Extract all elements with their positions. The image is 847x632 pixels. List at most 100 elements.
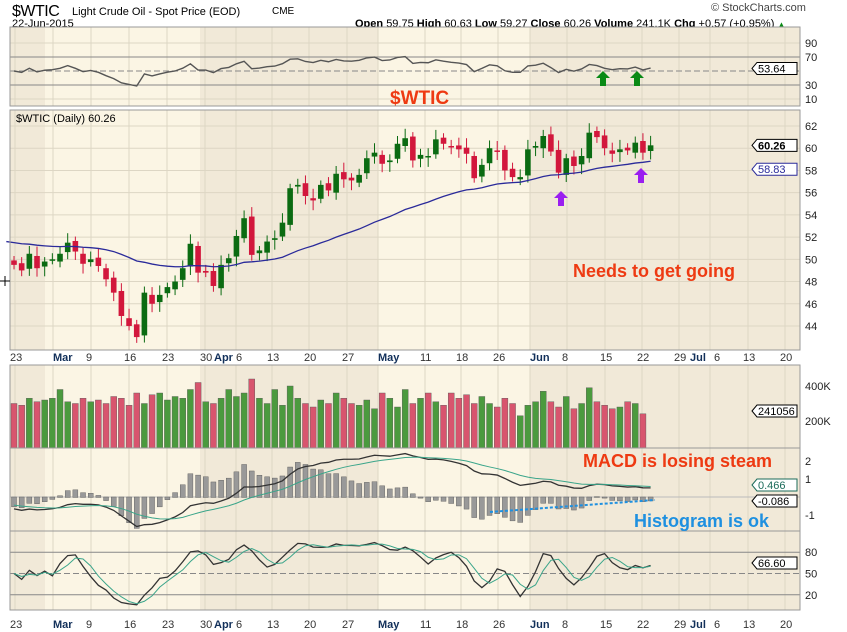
volume-bar — [194, 382, 202, 449]
volume-bar — [355, 405, 363, 449]
candle-body — [248, 216, 255, 255]
macd-histogram-bar — [180, 484, 186, 498]
candle-body — [34, 255, 40, 269]
price-panel-border — [9, 109, 801, 351]
x-axis-label: Apr — [214, 619, 234, 631]
rsi-shade — [200, 27, 378, 106]
stoch-shade — [200, 531, 378, 610]
volume-bar — [371, 408, 378, 449]
rsi-value-tag: 53.64 — [758, 63, 786, 75]
candle-body — [425, 155, 431, 158]
rsi-tick-label: 90 — [805, 38, 817, 50]
x-axis-label: 6 — [714, 352, 720, 364]
candle-body — [548, 134, 554, 152]
volume-bar — [332, 392, 340, 449]
volume-bar — [570, 408, 578, 449]
volume-bar — [593, 401, 601, 449]
volume-bar — [340, 398, 348, 449]
stoch-d-line — [13, 543, 651, 605]
candle-body — [287, 188, 293, 225]
candle-body — [64, 242, 71, 253]
macd-histogram-bar — [264, 476, 270, 498]
macd-histogram-bar — [425, 496, 431, 502]
macd-tick-label: 2 — [805, 456, 811, 468]
volume-bar — [555, 406, 562, 449]
x-axis-label: 26 — [493, 619, 505, 631]
rsi-line — [13, 55, 651, 87]
stockcharts-brand[interactable]: © StockCharts.com — [711, 2, 806, 14]
x-axis-label: Jul — [690, 619, 706, 631]
macd-histogram-bar — [287, 466, 293, 498]
stoch-tick-label: 50 — [805, 569, 817, 581]
candle-body — [118, 290, 125, 316]
x-axis-label: 23 — [10, 352, 22, 364]
macd-histogram-bar — [18, 496, 25, 509]
macd-histogram-bar — [218, 480, 224, 498]
x-axis-label: 6 — [714, 619, 720, 631]
ma-line — [6, 160, 651, 268]
volume-bar — [56, 389, 64, 449]
macd-histogram-bar — [64, 490, 71, 498]
volume-bar — [164, 399, 171, 449]
x-axis-label: 23 — [162, 352, 174, 364]
macd-histogram-bar — [195, 474, 201, 498]
candle-body — [233, 235, 240, 257]
x-axis-label: 9 — [86, 352, 92, 364]
volume-bar — [217, 398, 225, 449]
candle-body — [417, 154, 424, 159]
macd-histogram-bar — [318, 469, 324, 498]
macd-tick-label: -1 — [805, 510, 815, 522]
macd-histogram-bar — [371, 481, 378, 498]
candle-body — [310, 198, 316, 201]
x-axis-label: 13 — [743, 619, 755, 631]
price-tick-label: 52 — [805, 232, 817, 244]
price-panel-label: $WTIC (Daily) 60.26 — [16, 113, 116, 125]
candle-body — [356, 174, 362, 183]
candle-body — [402, 138, 408, 146]
volume-tick-label: 400K — [805, 381, 831, 393]
volume-bar — [440, 405, 447, 449]
candle-body — [494, 150, 501, 152]
macd-histogram-bar — [95, 495, 102, 498]
up-arrow-icon: ▲ — [777, 20, 786, 29]
last-price-tag-box — [751, 138, 798, 152]
x-axis-label: 15 — [600, 619, 612, 631]
stoch-tick-label: 80 — [805, 547, 817, 559]
macd-value-tag: 0.466 — [758, 480, 786, 492]
x-axis-label: Jun — [530, 352, 550, 364]
volume-bar — [447, 392, 455, 449]
candle-body — [156, 294, 163, 303]
candle-body — [624, 147, 631, 151]
volume-bar — [18, 405, 25, 449]
stoch-k-line — [13, 541, 651, 606]
symbol: $WTIC — [12, 3, 60, 20]
macd-histogram-bar — [87, 493, 94, 498]
rsi-shade — [10, 27, 45, 106]
volume-bar — [586, 387, 593, 449]
candle-body — [126, 318, 132, 326]
macd-histogram-bar — [440, 496, 447, 502]
x-axis-label: 6 — [236, 352, 242, 364]
macd-histogram-bar — [563, 496, 569, 509]
candle-body — [110, 277, 117, 293]
price-tick-label: 44 — [805, 321, 817, 333]
volume-value-tag: 241056 — [758, 406, 795, 418]
volume-bar — [171, 396, 179, 449]
macd-histogram-bar — [295, 462, 301, 498]
macd-histogram-bar — [632, 496, 638, 501]
macd-histogram-bar — [103, 496, 109, 501]
volume-bar — [317, 399, 324, 449]
volume-bar — [325, 403, 332, 449]
candle-body — [57, 253, 63, 262]
candle-body — [601, 135, 608, 149]
macd-histogram-bar — [463, 496, 470, 510]
macd-histogram-bar — [111, 496, 117, 507]
candle-body — [371, 152, 378, 157]
volume-bar — [156, 392, 163, 449]
volume-bar — [95, 399, 102, 449]
volume-bar — [279, 405, 286, 449]
price-tick-label: 46 — [805, 299, 817, 311]
candle-body — [172, 281, 178, 290]
macd-histogram-bar — [417, 496, 424, 499]
x-axis-label: 18 — [456, 619, 468, 631]
